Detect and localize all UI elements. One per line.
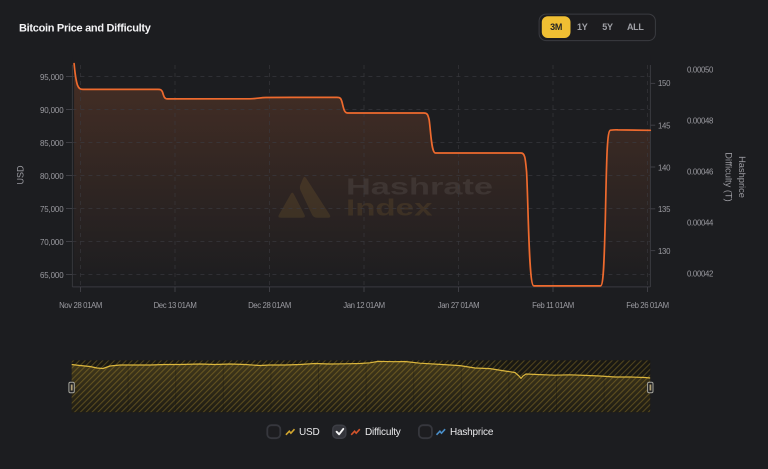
svg-text:Dec 13 01AM: Dec 13 01AM (154, 301, 197, 310)
svg-text:Index: Index (346, 195, 433, 221)
svg-text:0.00044: 0.00044 (687, 218, 714, 227)
svg-text:USD: USD (16, 165, 26, 185)
svg-text:75,000: 75,000 (40, 205, 64, 214)
svg-text:Hashrate: Hashrate (346, 174, 493, 200)
svg-text:Dec 28 01AM: Dec 28 01AM (248, 301, 291, 310)
svg-text:0.00048: 0.00048 (687, 116, 713, 125)
svg-text:HashpriceDifficulty (T): HashpriceDifficulty (T) (724, 152, 748, 201)
svg-text:70,000: 70,000 (40, 238, 64, 247)
svg-text:130: 130 (658, 247, 671, 256)
svg-text:5Y: 5Y (602, 22, 613, 32)
svg-text:95,000: 95,000 (40, 73, 64, 82)
svg-text:Bitcoin Price and Difficulty: Bitcoin Price and Difficulty (19, 22, 152, 34)
svg-text:90,000: 90,000 (40, 106, 64, 115)
svg-text:USD: USD (299, 427, 320, 438)
svg-text:140: 140 (658, 163, 671, 172)
svg-text:Hashprice: Hashprice (450, 427, 494, 438)
svg-text:Jan 27 01AM: Jan 27 01AM (438, 301, 480, 310)
svg-text:1Y: 1Y (577, 22, 588, 32)
svg-text:145: 145 (658, 122, 671, 131)
svg-text:150: 150 (658, 79, 671, 88)
svg-text:3M: 3M (550, 22, 562, 32)
svg-text:0.00050: 0.00050 (687, 65, 714, 74)
svg-text:65,000: 65,000 (40, 271, 64, 280)
svg-text:Jan 12 01AM: Jan 12 01AM (343, 301, 385, 310)
svg-text:0.00046: 0.00046 (687, 167, 713, 176)
svg-text:Feb 26 01AM: Feb 26 01AM (626, 301, 668, 310)
svg-text:Difficulty: Difficulty (365, 427, 401, 438)
svg-text:80,000: 80,000 (40, 172, 64, 181)
svg-text:Nov 28 01AM: Nov 28 01AM (59, 301, 102, 310)
svg-text:135: 135 (658, 205, 671, 214)
svg-text:0.00042: 0.00042 (687, 269, 713, 278)
svg-text:Feb 11 01AM: Feb 11 01AM (532, 301, 574, 310)
svg-text:85,000: 85,000 (40, 139, 64, 148)
svg-text:ALL: ALL (627, 22, 644, 32)
